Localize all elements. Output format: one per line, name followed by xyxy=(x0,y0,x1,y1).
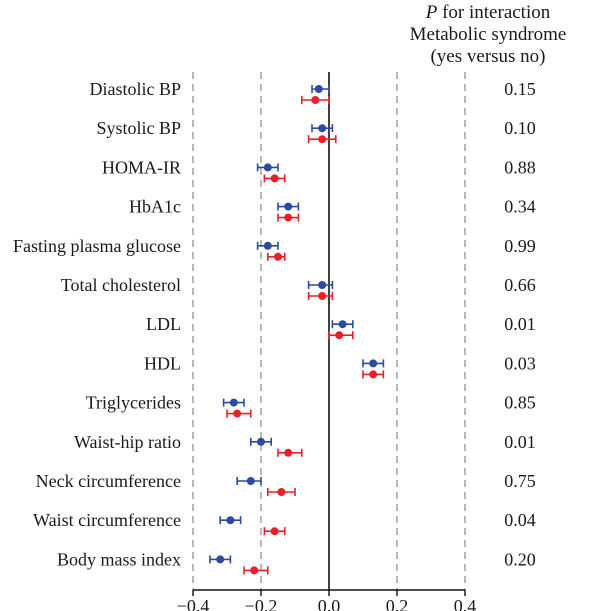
red-10-point xyxy=(277,488,286,496)
blue-2-point xyxy=(263,163,272,172)
row-label-10: Neck circumference xyxy=(36,471,181,491)
p-value-11: 0.04 xyxy=(504,510,536,530)
blue-7-point xyxy=(369,359,378,368)
p-value-4: 0.99 xyxy=(504,236,536,256)
row-label-8: Triglycerides xyxy=(86,393,181,413)
p-value-0: 0.15 xyxy=(504,79,536,99)
row-label-6: LDL xyxy=(146,314,181,334)
blue-10-point xyxy=(246,477,255,485)
row-label-11: Waist circumference xyxy=(33,510,181,530)
red-2-point xyxy=(270,174,279,183)
p-value-5: 0.66 xyxy=(504,275,536,295)
p-value-6: 0.01 xyxy=(504,314,536,334)
blue-11-point xyxy=(226,516,235,525)
red-3-point xyxy=(284,213,293,222)
red-7-point xyxy=(369,370,378,379)
p-value-8: 0.85 xyxy=(504,393,536,413)
header-line-1-rest: for interaction xyxy=(437,2,551,23)
p-value-7: 0.03 xyxy=(504,353,536,373)
row-label-12: Body mass index xyxy=(57,549,181,569)
red-0-point xyxy=(311,96,320,104)
p-value-1: 0.10 xyxy=(504,118,536,138)
header-p-italic: P xyxy=(425,2,438,23)
p-value-9: 0.01 xyxy=(504,432,536,452)
header-line-3: (yes versus no) xyxy=(430,46,546,67)
blue-12-point xyxy=(216,555,225,564)
row-label-4: Fasting plasma glucose xyxy=(13,236,181,256)
blue-9-point xyxy=(257,437,265,446)
p-value-3: 0.34 xyxy=(504,197,536,217)
p-value-12: 0.20 xyxy=(504,549,536,569)
red-1-point xyxy=(318,135,327,144)
row-label-5: Total cholesterol xyxy=(61,275,181,295)
red-5-point xyxy=(318,292,327,300)
header-line-2: Metabolic syndrome xyxy=(409,24,567,45)
p-value-10: 0.75 xyxy=(504,471,536,491)
red-6-point xyxy=(335,331,344,340)
red-8-point xyxy=(233,409,242,418)
blue-3-point xyxy=(284,202,293,211)
blue-4-point xyxy=(263,241,272,250)
red-12-point xyxy=(250,566,259,575)
blue-1-point xyxy=(318,124,327,133)
row-label-3: HbA1c xyxy=(129,197,181,217)
blue-6-point xyxy=(338,320,347,329)
x-tick-label-0: −0.4 xyxy=(177,596,210,611)
x-tick-label-4: 0.4 xyxy=(454,596,477,611)
row-label-2: HOMA-IR xyxy=(102,157,181,177)
red-4-point xyxy=(274,252,282,261)
x-tick-label-2: 0.0 xyxy=(318,596,341,611)
row-label-1: Systolic BP xyxy=(96,118,181,138)
p-interaction-header: P for interaction Metabolic syndrome (ye… xyxy=(388,2,588,68)
red-9-point xyxy=(284,448,293,457)
red-11-point xyxy=(270,527,279,536)
blue-5-point xyxy=(318,281,327,289)
x-tick-label-3: 0.2 xyxy=(386,596,409,611)
row-label-9: Waist-hip ratio xyxy=(74,432,181,452)
blue-8-point xyxy=(229,398,238,407)
header-line-1: P for interaction xyxy=(388,2,588,24)
row-label-0: Diastolic BP xyxy=(89,79,181,99)
p-value-2: 0.88 xyxy=(504,157,536,177)
blue-0-point xyxy=(314,85,323,93)
row-label-7: HDL xyxy=(144,353,181,373)
x-tick-label-1: −0.2 xyxy=(245,596,278,611)
